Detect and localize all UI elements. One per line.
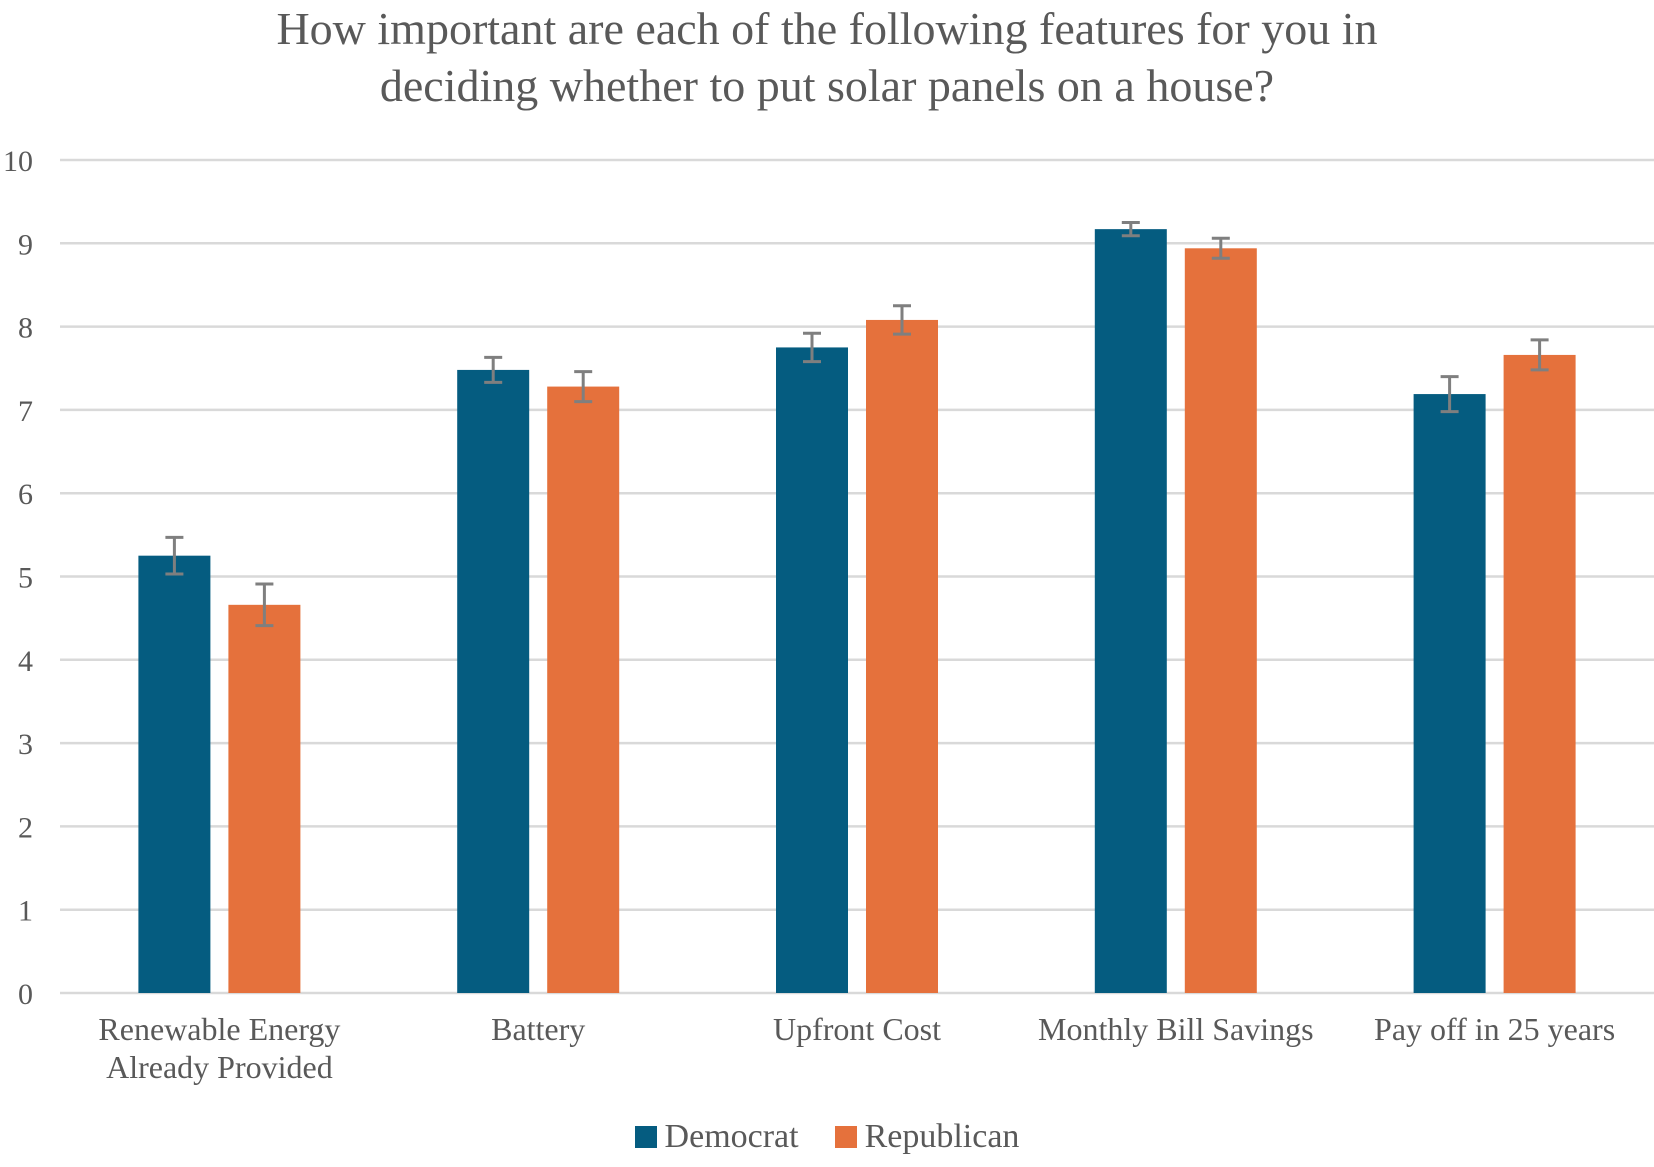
y-tick-label-3: 3 [18,728,33,761]
legend-swatch-republican [834,1126,857,1148]
y-tick-label-5: 5 [18,562,33,595]
chart-title-line-1: How important are each of the following … [276,3,1378,54]
legend-label-republican: Republican [864,1118,1020,1155]
bar-republican-4 [1503,354,1576,993]
bar-republican-0 [228,604,301,993]
bar-republican-3 [1184,248,1257,994]
bar-democrat-2 [776,347,848,993]
legend-item-republican: Republican [834,1118,1020,1156]
legend-item-democrat: Democrat [634,1118,799,1156]
y-tick-label-2: 2 [18,811,33,844]
bar-democrat-4 [1413,394,1486,993]
x-tick-label-4-0: Pay off in 25 years [1374,1011,1615,1047]
y-tick-label-4: 4 [18,645,33,678]
y-tick-label-7: 7 [18,395,33,428]
chart-title: How important are each of the following … [0,0,1654,114]
bar-republican-2 [866,319,938,993]
x-tick-label-0-0: Renewable Energy [98,1011,340,1047]
x-tick-label-2-0: Upfront Cost [773,1011,941,1047]
legend-label-democrat: Democrat [664,1118,799,1155]
x-tick-label-0-1: Already Provided [106,1049,333,1085]
bar-democrat-3 [1094,229,1167,993]
y-tick-label-10: 10 [3,145,33,178]
bar-republican-1 [547,386,620,993]
y-tick-label-8: 8 [18,312,33,345]
y-tick-label-0: 0 [18,978,33,1011]
bar-democrat-1 [457,369,530,993]
x-tick-label-1-0: Battery [491,1011,585,1047]
y-tick-label-1: 1 [18,895,33,928]
chart-legend: Democrat Republican [0,1118,1654,1156]
y-tick-label-6: 6 [18,478,33,511]
bar-democrat-0 [138,555,211,993]
x-tick-label-3-0: Monthly Bill Savings [1038,1011,1314,1047]
legend-swatch-democrat [634,1126,657,1148]
y-tick-label-9: 9 [18,228,33,261]
chart-title-line-2: deciding whether to put solar panels on … [379,60,1275,111]
